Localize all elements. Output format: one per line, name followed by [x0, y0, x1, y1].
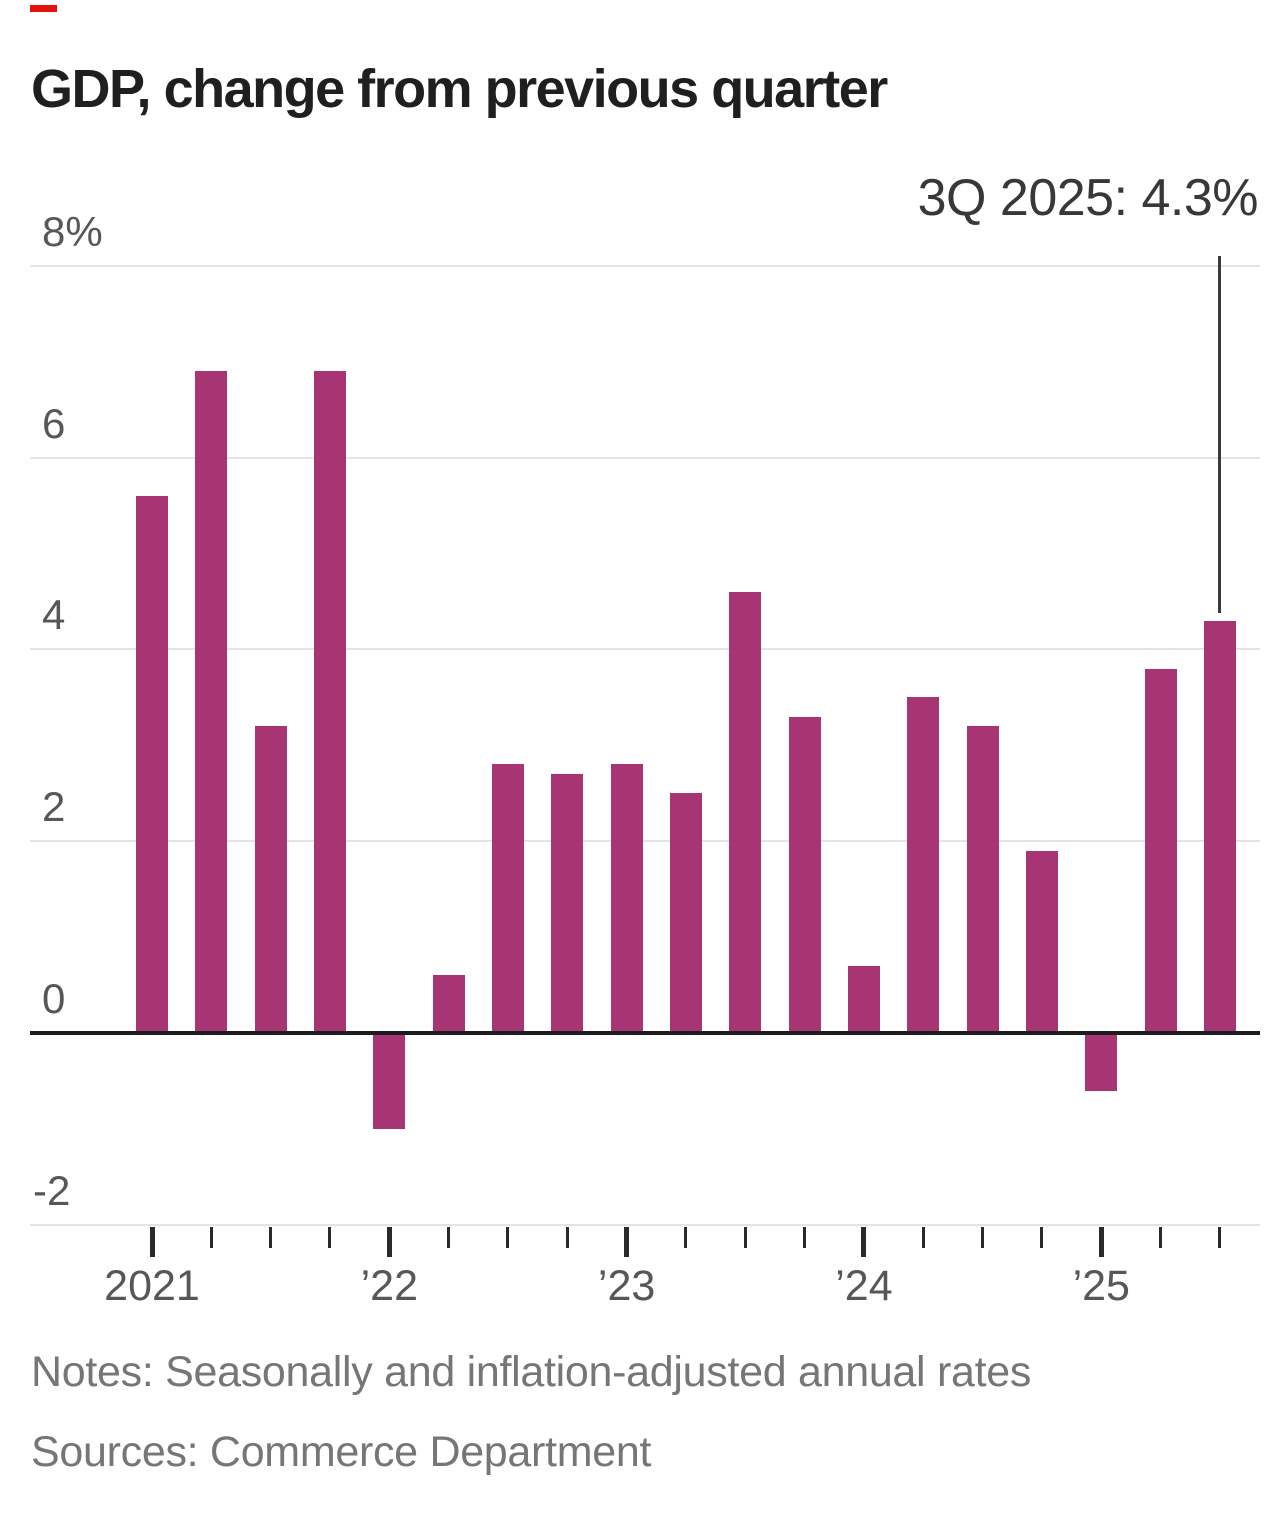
bar: [907, 697, 940, 1033]
bar: [551, 774, 584, 1033]
bar: [432, 975, 465, 1033]
y-axis-label: 0: [42, 975, 66, 1022]
x-axis-label: 2021: [104, 1262, 200, 1310]
x-axis-label: ’25: [1072, 1262, 1130, 1310]
bar: [1085, 1035, 1118, 1091]
quarter-axis-tick: [743, 1226, 747, 1248]
bar: [136, 495, 168, 1033]
y-axis-label: 8%: [42, 207, 103, 255]
zero-baseline: [30, 1031, 1260, 1035]
y-axis-label: -2: [33, 1166, 71, 1214]
chart-title: GDP, change from previous quarter: [31, 59, 888, 119]
bar: [491, 764, 524, 1033]
quarter-axis-tick: [684, 1226, 688, 1248]
quarter-axis-tick: [921, 1226, 925, 1248]
bar: [1203, 620, 1236, 1033]
gridline: [30, 840, 1260, 843]
annotation-callout-line: [1218, 256, 1222, 613]
quarter-axis-tick: [269, 1226, 273, 1248]
chart-sources: Sources: Commerce Department: [31, 1428, 652, 1476]
x-axis-label: ’23: [597, 1262, 656, 1310]
y-axis-label: 2: [42, 783, 66, 831]
bar: [195, 371, 228, 1033]
gridline: [30, 264, 1260, 267]
year-axis-tick: [386, 1226, 392, 1257]
y-axis-label: 6: [42, 399, 66, 447]
year-axis-tick: [624, 1226, 630, 1257]
quarter-axis-tick: [565, 1226, 569, 1248]
y-axis-label: 4: [42, 591, 66, 639]
quarter-axis-tick: [803, 1226, 807, 1248]
bar: [847, 965, 880, 1033]
x-axis-label: ’22: [360, 1262, 418, 1310]
bar: [313, 371, 346, 1033]
x-axis-label: ’24: [835, 1262, 893, 1310]
quarter-axis-tick: [1159, 1226, 1163, 1248]
quarter-axis-tick: [506, 1226, 510, 1248]
brand-red-dash: [30, 5, 57, 12]
bar: [254, 726, 287, 1033]
bar: [669, 793, 702, 1033]
quarter-axis-tick: [209, 1226, 213, 1248]
year-axis-tick: [861, 1226, 867, 1257]
gridline: [30, 648, 1260, 651]
quarter-axis-tick: [1040, 1226, 1044, 1248]
annotation-label: 3Q 2025: 4.3%: [917, 169, 1259, 227]
bar: [966, 726, 999, 1033]
quarter-axis-tick: [1218, 1226, 1222, 1248]
bar: [788, 716, 821, 1033]
quarter-axis-tick: [328, 1226, 332, 1248]
year-axis-tick: [1098, 1226, 1104, 1257]
chart-notes: Notes: Seasonally and inflation-adjusted…: [31, 1348, 1032, 1396]
bar: [1025, 850, 1058, 1033]
year-axis-tick: [149, 1226, 155, 1257]
bar: [729, 591, 762, 1033]
gridline: [30, 456, 1260, 459]
bar: [610, 764, 643, 1033]
bar: [1144, 668, 1177, 1033]
gridline: [30, 1223, 1260, 1226]
quarter-axis-tick: [447, 1226, 451, 1248]
bar: [373, 1035, 406, 1129]
quarter-axis-tick: [981, 1226, 985, 1248]
